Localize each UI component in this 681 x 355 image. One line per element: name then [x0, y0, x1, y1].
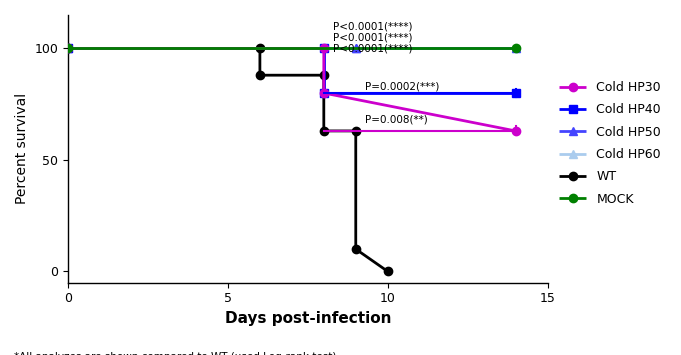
Text: P=0.0002(***): P=0.0002(***): [365, 81, 440, 91]
Text: P<0.0001(****): P<0.0001(****): [334, 32, 413, 42]
Text: *All analyzes are shown compared to WT (used Log-rank test): *All analyzes are shown compared to WT (…: [14, 352, 336, 355]
Text: P<0.0001(****): P<0.0001(****): [334, 21, 413, 31]
Y-axis label: Percent survival: Percent survival: [15, 93, 29, 204]
X-axis label: Days post-infection: Days post-infection: [225, 311, 391, 326]
Legend: Cold HP30, Cold HP40, Cold HP50, Cold HP60, WT, MOCK: Cold HP30, Cold HP40, Cold HP50, Cold HP…: [554, 76, 666, 211]
Text: P<0.0001(****): P<0.0001(****): [334, 43, 413, 54]
Text: P=0.008(**): P=0.008(**): [365, 115, 428, 125]
